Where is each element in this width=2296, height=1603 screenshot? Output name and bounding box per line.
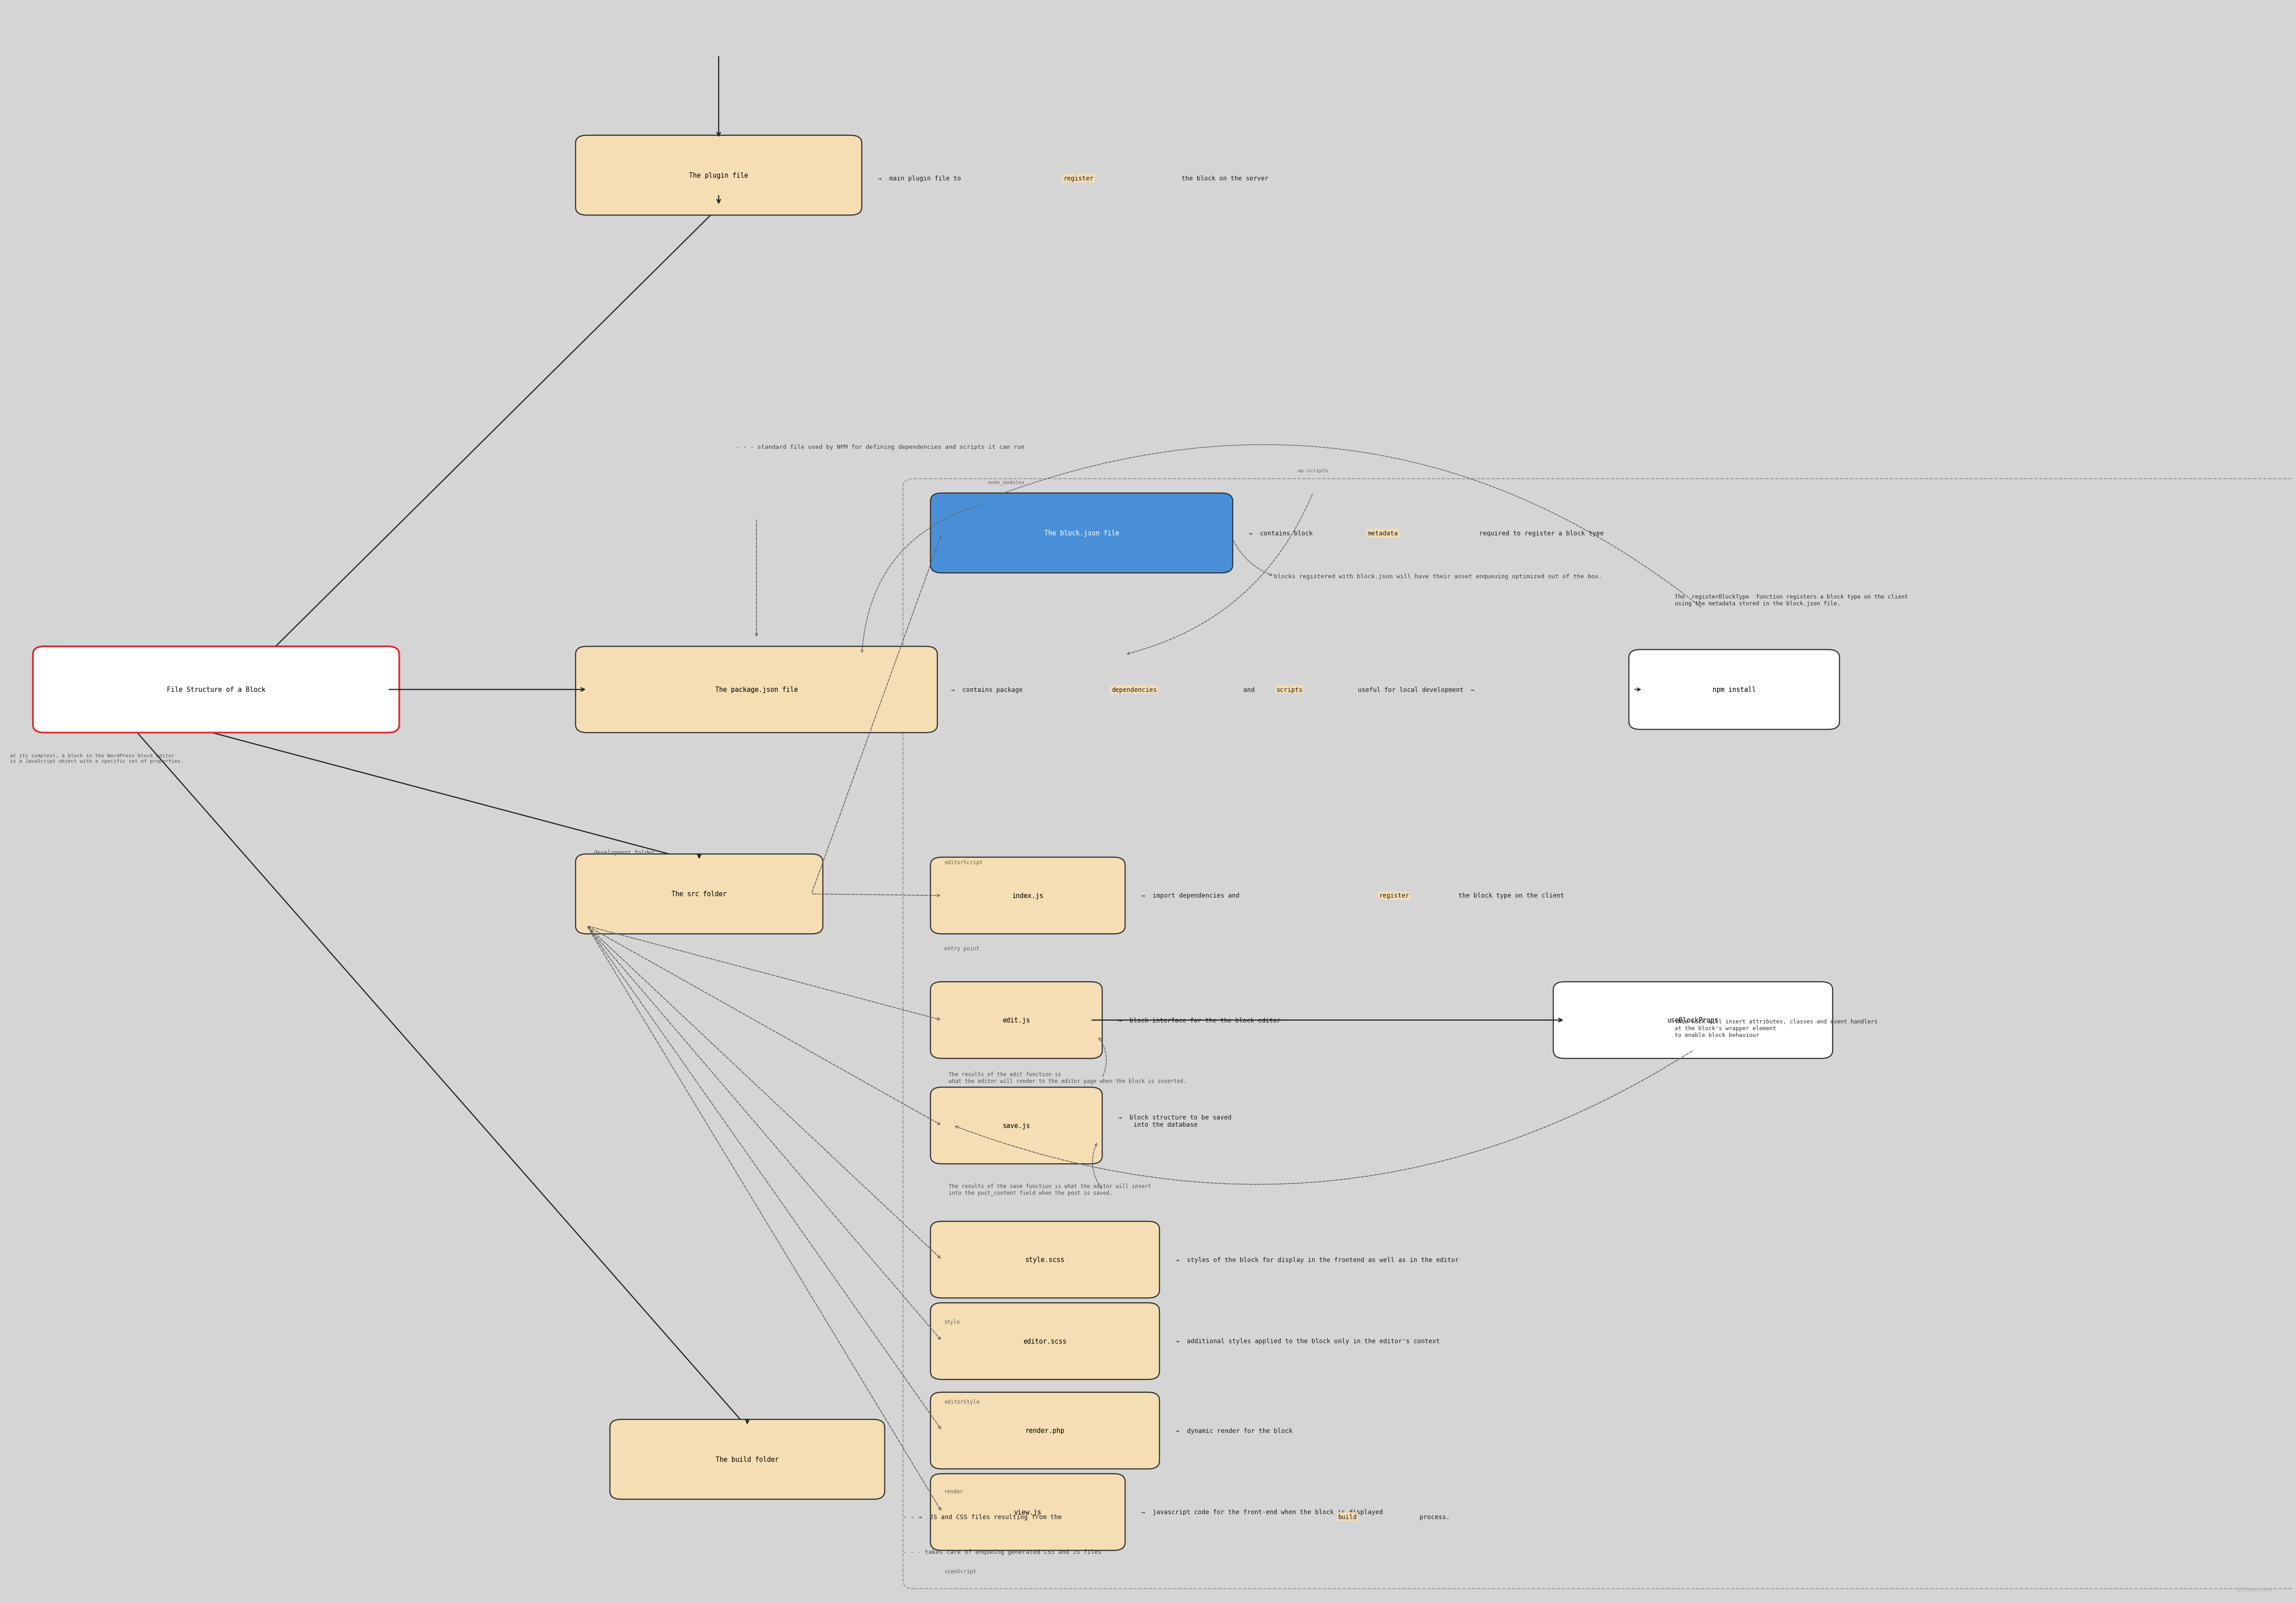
Text: the block on the server: the block on the server	[1178, 176, 1267, 181]
Text: render.php: render.php	[1026, 1427, 1065, 1435]
Text: The results of the save function is what the editor will insert
into the post_co: The results of the save function is what…	[948, 1183, 1150, 1196]
Text: ©C.illustr.com: ©C.illustr.com	[2236, 1587, 2273, 1592]
Text: editorStyle: editorStyle	[944, 1399, 980, 1404]
FancyBboxPatch shape	[930, 1473, 1125, 1550]
Text: →  import dependencies and: → import dependencies and	[1141, 893, 1242, 899]
Text: build: build	[1339, 1513, 1357, 1520]
Text: process.: process.	[1417, 1513, 1449, 1520]
Text: editor.scss: editor.scss	[1024, 1339, 1068, 1345]
Text: viewScript: viewScript	[944, 1568, 976, 1574]
Text: node_modules: node_modules	[987, 479, 1024, 484]
FancyBboxPatch shape	[1554, 983, 1832, 1058]
FancyBboxPatch shape	[611, 1419, 884, 1499]
FancyBboxPatch shape	[1628, 649, 1839, 729]
Text: edit.js: edit.js	[1003, 1016, 1031, 1024]
Text: editorScript: editorScript	[944, 859, 983, 866]
Text: →  dynamic render for the block: → dynamic render for the block	[1176, 1427, 1293, 1433]
Text: useBlockProps: useBlockProps	[1667, 1016, 1720, 1024]
Text: The plugin file: The plugin file	[689, 172, 748, 180]
FancyBboxPatch shape	[32, 646, 400, 733]
Text: - - - takes care of enqueing generated CSS and JS files: - - - takes care of enqueing generated C…	[902, 1548, 1102, 1555]
Text: The block.json file: The block.json file	[1045, 531, 1118, 537]
Text: →  styles of the block for display in the frontend as well as in the editor: → styles of the block for display in the…	[1176, 1257, 1458, 1263]
Text: The package.json file: The package.json file	[714, 686, 799, 692]
FancyBboxPatch shape	[576, 136, 861, 215]
Text: →  additional styles applied to the block only in the editor's context: → additional styles applied to the block…	[1176, 1339, 1440, 1345]
Text: entry point: entry point	[944, 946, 980, 951]
Text: save.js: save.js	[1003, 1122, 1031, 1129]
Text: →  main plugin file to: → main plugin file to	[877, 176, 964, 181]
Text: at its simplest, a block in the WordPress block editor
is a JavaScript object wi: at its simplest, a block in the WordPres…	[9, 753, 184, 763]
Text: wp-scripts: wp-scripts	[1297, 468, 1327, 473]
Text: →  block interface for the the block editor: → block interface for the the block edit…	[1118, 1016, 1281, 1023]
Text: style: style	[944, 1319, 960, 1326]
Text: →  contains package: → contains package	[951, 686, 1026, 692]
Text: The  registerBlockType  function registers a block type on the client
using the : The registerBlockType function registers…	[1674, 595, 1908, 606]
FancyBboxPatch shape	[930, 1087, 1102, 1164]
Text: style.scss: style.scss	[1026, 1257, 1065, 1263]
Text: File Structure of a Block: File Structure of a Block	[168, 686, 266, 692]
Text: scripts: scripts	[1277, 686, 1302, 692]
Text: required to register a block type: required to register a block type	[1476, 531, 1605, 537]
Text: render: render	[944, 1488, 964, 1494]
Text: The results of the edit function is
what the editor will render to the editor pa: The results of the edit function is what…	[948, 1071, 1187, 1084]
Text: and: and	[1240, 686, 1258, 692]
Text: index.js: index.js	[1013, 893, 1045, 899]
FancyBboxPatch shape	[576, 854, 822, 935]
FancyBboxPatch shape	[930, 1393, 1159, 1468]
Text: blocks registered with block.json will have their asset enqueuing optimized out : blocks registered with block.json will h…	[1274, 574, 1603, 579]
Text: →  contains block: → contains block	[1249, 531, 1316, 537]
FancyBboxPatch shape	[930, 1303, 1159, 1380]
FancyBboxPatch shape	[930, 1221, 1159, 1298]
Text: register: register	[1063, 176, 1093, 181]
Text: the block type on the client: the block type on the client	[1456, 893, 1564, 899]
Text: development folder: development folder	[595, 850, 654, 856]
Text: metadata: metadata	[1368, 531, 1398, 537]
Text: useful for local development  ←: useful for local development ←	[1355, 686, 1474, 692]
FancyBboxPatch shape	[930, 858, 1125, 935]
Text: view.js: view.js	[1015, 1508, 1042, 1515]
Text: - - - standard file used by NPM for defining dependencies and scripts it can run: - - - standard file used by NPM for defi…	[735, 444, 1024, 450]
Text: register: register	[1380, 893, 1410, 899]
FancyBboxPatch shape	[576, 646, 937, 733]
Text: The build folder: The build folder	[716, 1456, 778, 1464]
Text: npm install: npm install	[1713, 686, 1756, 692]
Text: dependencies: dependencies	[1111, 686, 1157, 692]
Text: The src folder: The src folder	[673, 891, 728, 898]
Text: this hook will insert attributes, classes and event handlers
at the block's wrap: this hook will insert attributes, classe…	[1674, 1018, 1878, 1037]
FancyBboxPatch shape	[930, 494, 1233, 574]
Text: - - →  JS and CSS files resulting from the: - - → JS and CSS files resulting from th…	[902, 1513, 1065, 1520]
Text: →  javascript code for the front-end when the block is displayed: → javascript code for the front-end when…	[1141, 1508, 1382, 1515]
FancyBboxPatch shape	[930, 983, 1102, 1058]
Text: →  block structure to be saved
    into the database: → block structure to be saved into the d…	[1118, 1114, 1231, 1127]
